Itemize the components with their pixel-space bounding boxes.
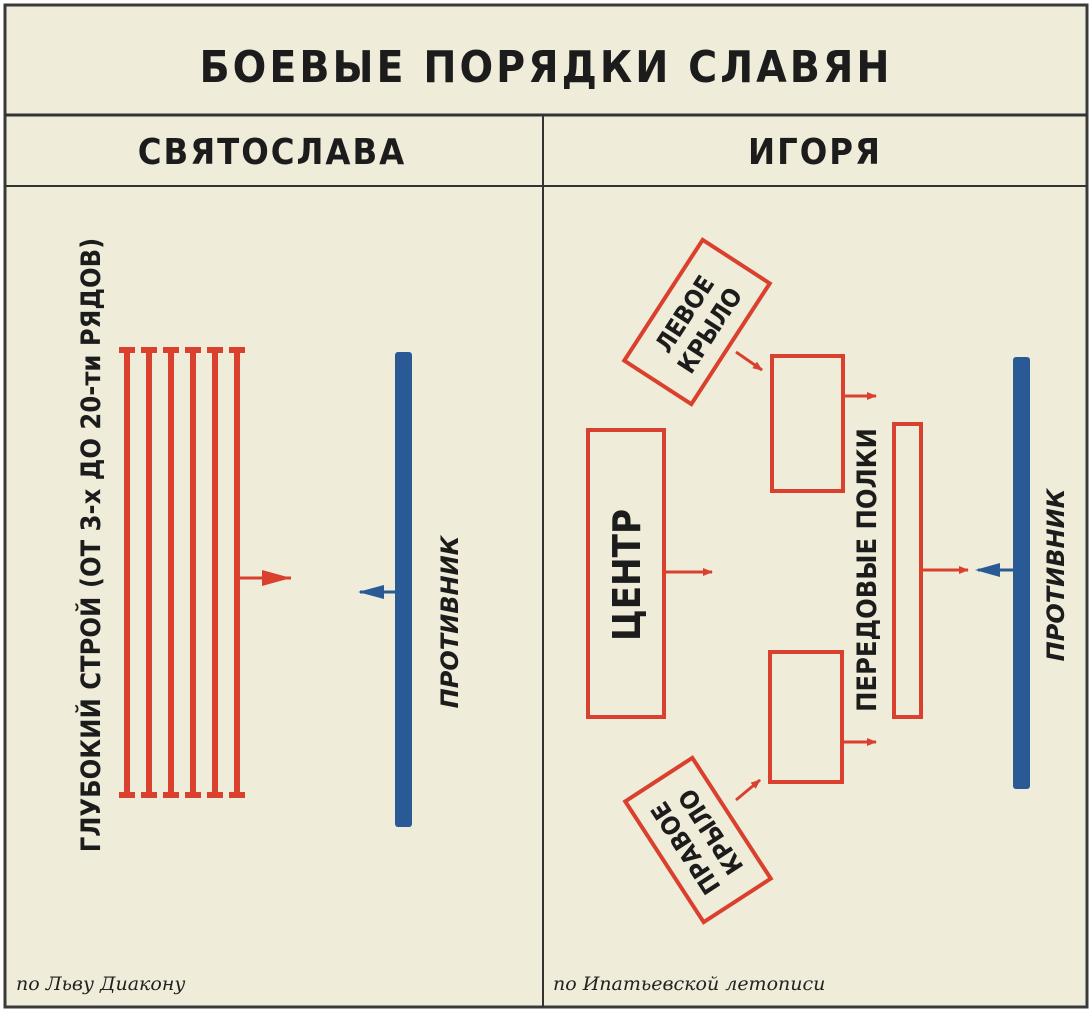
left-enemy-label: ПРОТИВНИК [436,534,464,708]
vanguard-label: ПЕРЕДОВЫЕ ПОЛКИ [852,428,883,712]
left-wing-arrow [735,350,763,372]
left-enemy-line [395,352,412,827]
rank-3 [163,347,179,798]
right-enemy-label: ПРОТИВНИК [1042,487,1070,661]
rank-1 [119,347,135,798]
formation-label: ГЛУБОКИЙ СТРОЙ (ОТ 3-х ДО 20-ти РЯДОВ) [75,238,107,853]
right-wing-arrow [735,778,761,802]
rank-6 [229,347,245,798]
center-label: ЦЕНТР [605,509,649,641]
vanguard-box-upper [770,354,845,493]
right-enemy-arrowhead [975,563,1000,577]
right-enemy-line [1013,357,1030,789]
right-source: по Ипатьевской летописи [553,973,825,995]
right-wing-box: ПРАВОЕ КРЫЛО [622,755,774,925]
left-wing-box: ЛЕВОЕ КРЫЛО [621,237,773,407]
rank-4 [185,347,201,798]
left-heading: СВЯТОСЛАВА [138,132,406,173]
formation-arrowhead [262,570,291,586]
rank-5 [207,347,223,798]
rank-2 [141,347,157,798]
diagram-frame [3,3,1089,1009]
deep-formation-ranks [119,347,245,798]
vanguard-box-lower [768,650,844,784]
left-enemy-arrowhead [358,585,384,599]
diagram-title: БОЕВЫЕ ПОРЯДКИ СЛАВЯН [200,42,893,93]
right-heading: ИГОРЯ [748,132,882,173]
left-source: по Льву Диакону [16,973,185,995]
